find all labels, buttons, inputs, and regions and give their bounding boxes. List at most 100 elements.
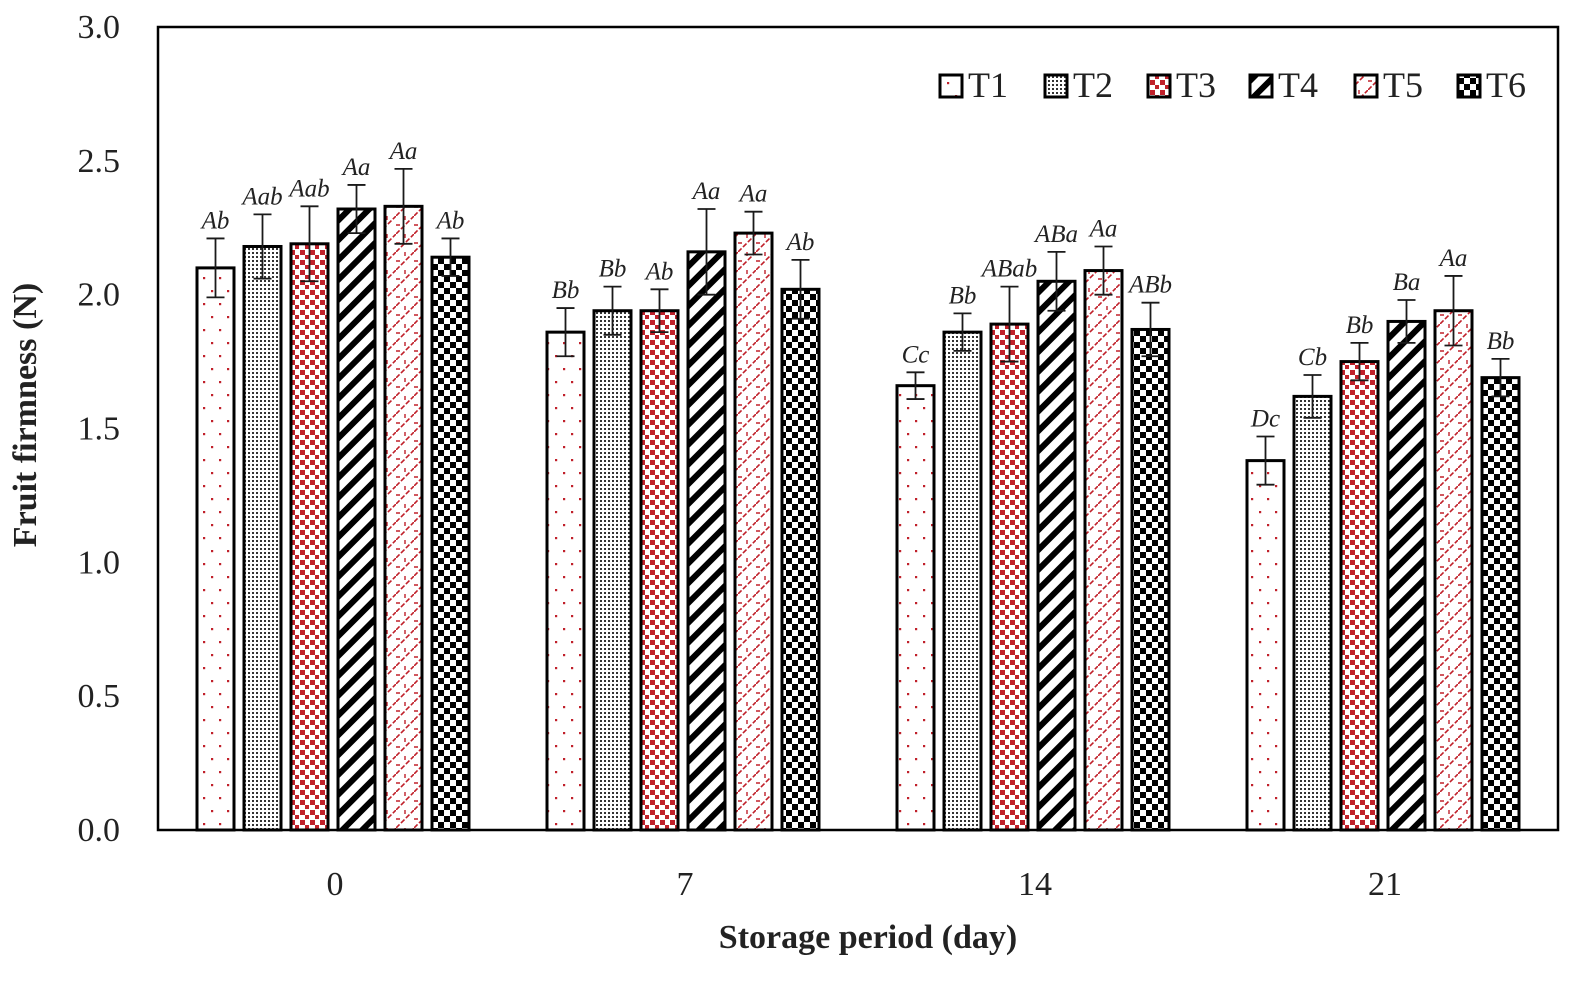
error-bar xyxy=(603,285,622,336)
significance-label: Bb xyxy=(599,256,627,283)
error-bar xyxy=(953,312,972,352)
bar-t3 xyxy=(989,322,1030,832)
significance-label: Aab xyxy=(240,183,282,210)
significance-label: Ab xyxy=(435,207,465,234)
error-bar xyxy=(441,237,460,277)
significance-label: Aa xyxy=(691,178,721,205)
x-axis-ticks: 0 7 14 21 xyxy=(327,866,1403,903)
legend-label-t5: T5 xyxy=(1383,65,1423,105)
y-tick-label: 2.5 xyxy=(78,143,121,180)
significance-label: Dc xyxy=(1250,406,1280,433)
significance-label: Ab xyxy=(785,229,815,256)
significance-label: Aab xyxy=(287,175,329,202)
y-tick-label: 0.5 xyxy=(78,678,121,715)
significance-label: Aa xyxy=(388,138,418,165)
error-bar xyxy=(1000,285,1019,363)
significance-label: Aa xyxy=(738,181,768,208)
x-tick-label: 7 xyxy=(677,866,694,903)
y-axis-title: Fruit firmness (N) xyxy=(7,283,44,547)
significance-label: ABa xyxy=(1033,221,1078,248)
bar-t2 xyxy=(242,244,283,832)
legend-swatch-t5 xyxy=(1353,73,1379,99)
legend-swatch-t4 xyxy=(1248,73,1274,99)
error-bar xyxy=(1256,435,1275,486)
error-bar xyxy=(347,184,366,235)
significance-label: Cb xyxy=(1298,344,1327,371)
significance-label: ABab xyxy=(980,256,1038,283)
bar-t1 xyxy=(545,330,586,832)
error-bar xyxy=(744,210,763,256)
bar-t5 xyxy=(733,231,774,832)
legend-label-t3: T3 xyxy=(1176,65,1216,105)
y-tick-label: 3.0 xyxy=(78,9,121,46)
bar-t1 xyxy=(895,384,936,832)
error-bar xyxy=(300,205,319,283)
error-bar xyxy=(253,213,272,280)
legend-swatch-t1 xyxy=(938,73,964,99)
legend: T1 T2 T3 T4 T5 T6 xyxy=(938,65,1526,105)
significance-label: Ab xyxy=(644,258,674,285)
bar-t5 xyxy=(1433,309,1474,832)
bar-t6 xyxy=(1130,327,1171,832)
bar-t4 xyxy=(336,207,377,832)
legend-swatch-t6 xyxy=(1456,73,1482,99)
x-axis-title: Storage period (day) xyxy=(719,919,1017,956)
error-bar xyxy=(556,307,575,358)
error-bar xyxy=(697,208,716,296)
significance-label: Bb xyxy=(1346,312,1374,339)
significance-label: Bb xyxy=(552,277,580,304)
y-axis-ticks: 0.0 0.5 1.0 1.5 2.0 2.5 3.0 xyxy=(78,9,121,849)
significance-label: Aa xyxy=(341,154,371,181)
legend-swatch-t3 xyxy=(1146,73,1172,99)
y-tick-label: 1.5 xyxy=(78,411,121,448)
bar-t1 xyxy=(1245,459,1286,832)
significance-label: Bb xyxy=(949,282,977,309)
legend-label-t1: T1 xyxy=(968,65,1008,105)
bar-t3 xyxy=(639,309,680,832)
bar-t3 xyxy=(289,242,330,832)
bar-t5 xyxy=(1083,269,1124,832)
error-bar xyxy=(1491,358,1510,398)
error-bar xyxy=(1444,275,1463,347)
bar-t5 xyxy=(383,204,424,832)
bar-t6 xyxy=(430,255,471,832)
significance-label: Aa xyxy=(1438,245,1468,272)
y-tick-label: 2.0 xyxy=(78,277,121,314)
bar-t1 xyxy=(195,266,236,832)
error-bar xyxy=(906,371,925,400)
legend-swatch-t2 xyxy=(1043,73,1069,99)
bar-t4 xyxy=(1036,279,1077,832)
error-bar xyxy=(1047,250,1066,312)
bar-t2 xyxy=(1292,394,1333,832)
error-bar xyxy=(1397,299,1416,344)
bar-t2 xyxy=(592,309,633,832)
error-bar xyxy=(650,288,669,334)
bar-t4 xyxy=(686,250,727,832)
x-tick-label: 14 xyxy=(1018,866,1052,903)
error-bar xyxy=(791,258,810,320)
bar-t2 xyxy=(942,330,983,832)
legend-label-t2: T2 xyxy=(1073,65,1113,105)
significance-label: Cc xyxy=(902,341,930,368)
error-bar xyxy=(394,167,413,245)
x-tick-label: 21 xyxy=(1368,866,1402,903)
x-tick-label: 0 xyxy=(327,866,344,903)
significance-label: Aa xyxy=(1088,215,1118,242)
legend-label-t4: T4 xyxy=(1278,65,1318,105)
y-tick-label: 0.0 xyxy=(78,812,121,849)
error-bar xyxy=(206,237,225,299)
significance-label: Ba xyxy=(1393,269,1421,296)
bar-t6 xyxy=(1480,376,1521,832)
legend-label-t6: T6 xyxy=(1486,65,1526,105)
significance-label: Bb xyxy=(1487,328,1515,355)
error-bar xyxy=(1350,341,1369,382)
error-bar xyxy=(1094,245,1113,296)
error-bar xyxy=(1303,374,1322,419)
error-bar xyxy=(1141,301,1160,358)
bar-t6 xyxy=(780,287,821,832)
bar-t3 xyxy=(1339,360,1380,832)
bar-t4 xyxy=(1386,319,1427,832)
y-tick-label: 1.0 xyxy=(78,544,121,581)
